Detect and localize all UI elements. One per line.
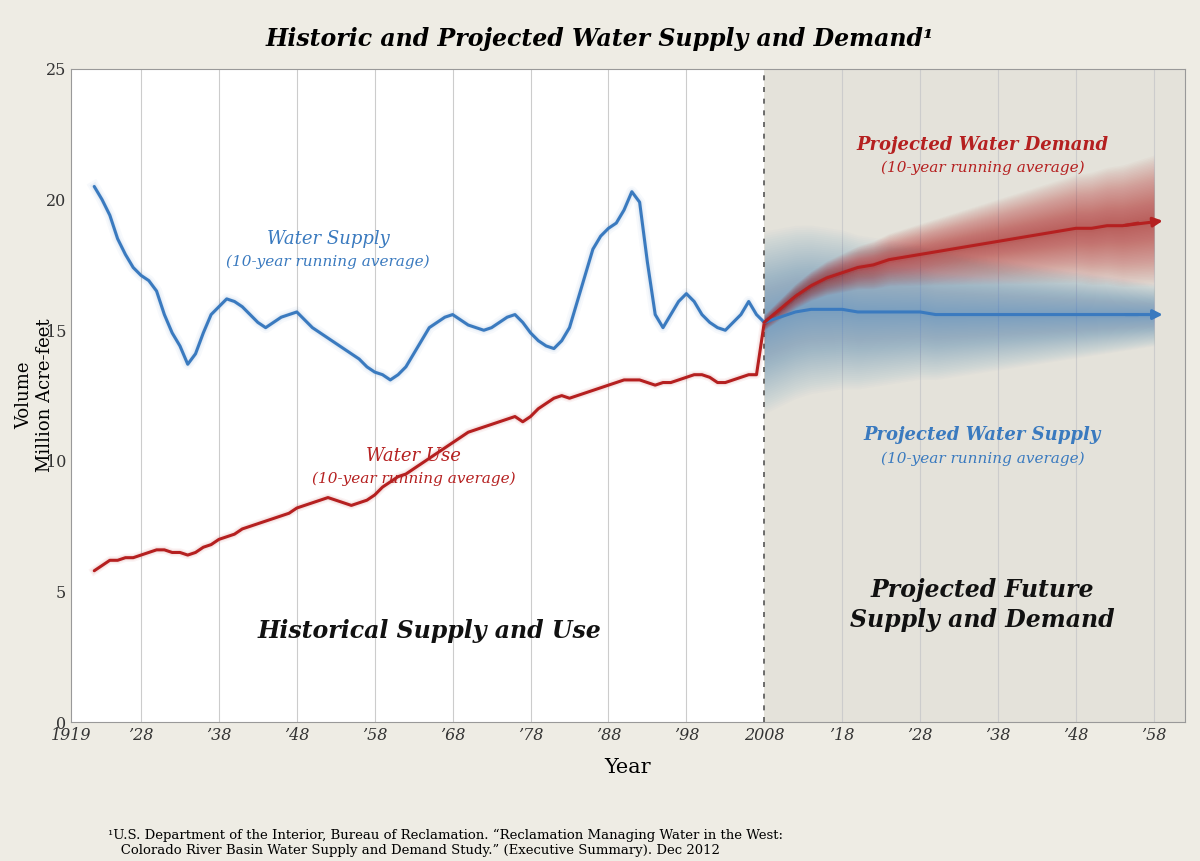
Text: ¹U.S. Department of the Interior, Bureau of Reclamation. “Reclamation Managing W: ¹U.S. Department of the Interior, Bureau… (108, 828, 784, 857)
Text: Water Use: Water Use (366, 447, 461, 465)
Text: (10-year running average): (10-year running average) (881, 451, 1085, 466)
Text: Historical Supply and Use: Historical Supply and Use (257, 619, 601, 643)
Text: (10-year running average): (10-year running average) (312, 472, 516, 486)
Text: (10-year running average): (10-year running average) (881, 161, 1085, 176)
Text: Historic and Projected Water Supply and Demand¹: Historic and Projected Water Supply and … (266, 27, 934, 51)
Text: Projected Future
Supply and Demand: Projected Future Supply and Demand (850, 578, 1115, 632)
Text: (10-year running average): (10-year running average) (226, 255, 430, 269)
Bar (764, 69, 1186, 722)
Text: Projected Water Supply: Projected Water Supply (864, 426, 1102, 443)
Text: Projected Water Demand: Projected Water Demand (857, 136, 1109, 153)
Y-axis label: Volume
Million Acre-feet: Volume Million Acre-feet (16, 319, 54, 473)
Text: Water Supply: Water Supply (266, 230, 389, 248)
X-axis label: Year: Year (605, 759, 652, 777)
